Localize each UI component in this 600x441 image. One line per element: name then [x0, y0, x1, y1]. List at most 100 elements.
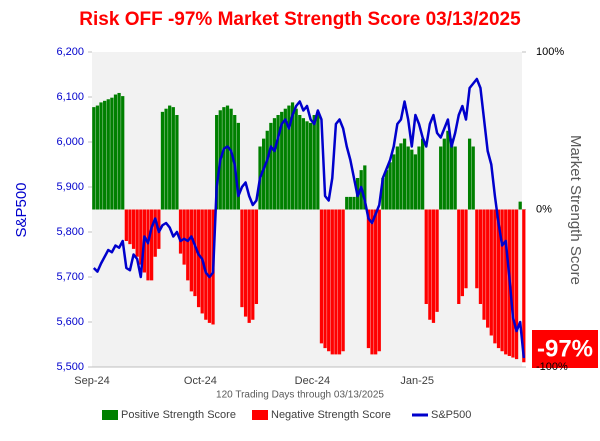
legend-label: Negative Strength Score	[271, 409, 391, 421]
bar	[327, 209, 331, 352]
bar	[186, 209, 190, 281]
bar	[301, 118, 306, 210]
bar	[236, 122, 240, 210]
y-tick-label: 5,700	[56, 271, 84, 283]
bar	[406, 146, 410, 210]
bar	[467, 138, 472, 210]
legend-label: Positive Strength Score	[121, 409, 236, 421]
bar	[290, 102, 295, 210]
bar	[446, 130, 450, 210]
x-tick-label: Sep-24	[74, 375, 109, 387]
x-tick-label: Dec-24	[295, 375, 330, 387]
bar	[305, 121, 309, 210]
bar	[522, 209, 526, 363]
bar	[160, 111, 165, 210]
annotation-box	[532, 330, 598, 368]
bar	[106, 99, 110, 210]
bar	[399, 143, 403, 210]
bar	[493, 209, 497, 344]
bar	[413, 154, 418, 210]
bar	[193, 209, 197, 297]
bar	[337, 209, 342, 355]
bar	[262, 138, 266, 210]
y2-tick-label: -100%	[536, 361, 568, 373]
bar	[511, 209, 515, 358]
bar	[348, 196, 352, 210]
bar	[171, 107, 175, 210]
bar	[204, 209, 208, 320]
bar	[110, 97, 114, 210]
bar	[207, 209, 212, 323]
bar	[182, 209, 186, 265]
bar	[366, 209, 371, 349]
bar	[283, 108, 287, 210]
bar	[175, 115, 179, 210]
bar	[323, 209, 327, 349]
bar	[377, 209, 381, 352]
bar	[504, 209, 508, 355]
y-tick-label: 5,900	[56, 181, 84, 193]
bar	[431, 209, 436, 323]
bar	[139, 209, 143, 265]
bar	[312, 115, 316, 210]
bar	[410, 149, 414, 210]
bar	[99, 102, 103, 210]
bar	[489, 209, 493, 336]
bar	[251, 209, 255, 320]
bar	[457, 209, 461, 304]
bar	[308, 122, 313, 210]
annotation: -97%	[537, 335, 593, 362]
bar	[124, 209, 128, 241]
bar	[363, 165, 367, 210]
bar	[464, 209, 468, 289]
bar	[269, 122, 273, 210]
y-tick-label: 6,200	[56, 46, 84, 58]
x-tick-label: Jan-25	[400, 375, 434, 387]
bar	[341, 209, 345, 352]
bar	[287, 105, 291, 210]
bar	[384, 170, 389, 210]
bar	[319, 209, 324, 344]
bar	[496, 209, 501, 349]
bar	[92, 107, 96, 210]
bar	[421, 138, 425, 210]
line	[92, 77, 526, 359]
bar	[500, 209, 504, 352]
bar	[428, 209, 432, 320]
x-tick-label: Oct-24	[184, 375, 217, 387]
y-tick-label: 6,100	[56, 91, 84, 103]
bar	[189, 209, 193, 292]
y-tick-label: 5,800	[56, 226, 84, 238]
y2-tick-label: 0%	[536, 203, 552, 215]
bar	[146, 209, 150, 281]
bar	[381, 178, 385, 210]
bar	[153, 209, 157, 257]
bar	[514, 209, 519, 360]
bar	[449, 138, 454, 210]
y2-axis-title: Market Strength Score	[567, 135, 584, 285]
bar	[103, 100, 107, 210]
bar	[453, 146, 457, 210]
bar	[395, 146, 399, 210]
bar	[460, 209, 465, 297]
bar	[164, 108, 168, 210]
bar	[276, 115, 280, 210]
bar	[352, 196, 356, 210]
legend-swatch	[102, 410, 118, 420]
bar	[131, 209, 136, 249]
bar	[128, 209, 132, 245]
bar	[196, 209, 201, 308]
bar	[374, 209, 378, 355]
bar	[229, 108, 233, 210]
bar	[222, 107, 226, 210]
bar	[168, 105, 172, 210]
bar	[388, 162, 392, 210]
bar	[392, 154, 396, 210]
y-tick-label: 6,000	[56, 136, 84, 148]
x-axis-title: 120 Trading Days through 03/13/2025	[216, 390, 384, 401]
bar	[225, 105, 230, 210]
bar	[215, 115, 219, 210]
bar	[471, 146, 475, 210]
bar	[117, 92, 121, 210]
